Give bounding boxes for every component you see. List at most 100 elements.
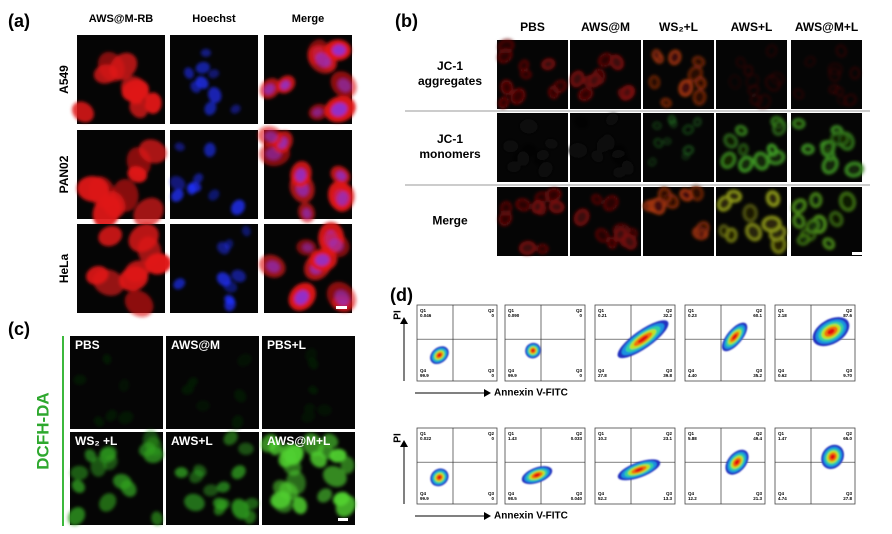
quadrant-value: 1.43 xyxy=(508,436,517,441)
quadrant-name: Q4 xyxy=(420,368,427,373)
cell-ring xyxy=(682,145,694,155)
cell-ring xyxy=(548,85,560,99)
micrograph xyxy=(260,432,356,525)
micrograph xyxy=(643,113,714,182)
cell-ring xyxy=(793,88,805,100)
nucleus xyxy=(195,61,210,74)
micrograph xyxy=(259,221,357,313)
cell xyxy=(302,433,324,457)
plot-frame xyxy=(416,427,498,505)
cell xyxy=(340,456,355,474)
micrograph xyxy=(497,38,568,109)
cell-ring xyxy=(791,198,807,214)
cell-ring xyxy=(651,49,662,61)
panel-label: (b) xyxy=(395,11,418,31)
cell-ring xyxy=(849,66,861,80)
cell xyxy=(213,497,228,510)
quadrant-value: 65.0 xyxy=(843,436,852,441)
nucleus xyxy=(208,69,220,79)
cell-ring xyxy=(833,86,845,96)
nucleus xyxy=(184,67,194,79)
quadrant-name: Q2 xyxy=(576,431,583,436)
quadrant-name: Q4 xyxy=(778,368,785,373)
density-blob xyxy=(617,459,661,481)
cell xyxy=(292,496,308,515)
cell xyxy=(133,197,164,228)
plot-frame xyxy=(416,304,498,382)
cell-ring xyxy=(692,89,707,105)
cell-ring xyxy=(827,62,843,76)
cell xyxy=(105,409,117,422)
cell-ring xyxy=(531,200,544,214)
panel-label: (d) xyxy=(390,285,413,305)
quadrant-value: 0.046 xyxy=(420,313,432,318)
quadrant-name: Q4 xyxy=(508,368,515,373)
quadrant-name: Q4 xyxy=(688,491,695,496)
quadrant-name: Q4 xyxy=(598,368,605,373)
nucleus xyxy=(337,78,351,92)
x-axis-label: Annexin V-FITC xyxy=(494,388,568,399)
cell xyxy=(613,167,627,178)
density-level xyxy=(827,328,835,335)
cell xyxy=(144,92,162,114)
cell-ring xyxy=(541,58,556,70)
micrograph xyxy=(166,336,259,429)
cell-ring xyxy=(726,189,742,203)
cell-ring xyxy=(718,224,730,238)
cell xyxy=(238,442,254,456)
cell-ring xyxy=(738,143,749,156)
micrograph xyxy=(70,336,163,429)
quadrant-name: Q2 xyxy=(846,431,853,436)
quadrant-name: Q4 xyxy=(598,491,605,496)
image-label: AWS+L xyxy=(171,434,213,448)
arrow-head xyxy=(400,440,408,447)
cell-ring xyxy=(653,138,664,148)
cell-ring xyxy=(668,50,682,65)
cell xyxy=(120,480,137,497)
cell-ring xyxy=(678,79,693,97)
quadrant-value: 60.1 xyxy=(753,313,762,318)
column-header: Hoechst xyxy=(192,13,236,25)
density-blob xyxy=(812,317,850,347)
cell xyxy=(193,464,207,477)
cell xyxy=(196,400,210,412)
cell xyxy=(568,142,588,158)
quadrant-value: 1.47 xyxy=(778,436,787,441)
quadrant-name: Q3 xyxy=(576,491,583,496)
image-label: WS₂ +L xyxy=(75,434,117,448)
quadrant-name: Q1 xyxy=(598,431,605,436)
cell xyxy=(301,410,316,423)
quadrant-value: 99.9 xyxy=(420,496,429,501)
cell xyxy=(521,143,538,158)
cell-ring xyxy=(805,218,820,234)
quadrant-value: 0 xyxy=(491,313,494,318)
cell xyxy=(70,465,89,481)
density-blob xyxy=(430,468,449,487)
micrograph xyxy=(170,224,258,313)
nucleus xyxy=(241,225,251,237)
density-blob xyxy=(525,342,541,359)
nucleus xyxy=(173,278,186,290)
cell xyxy=(244,497,259,510)
nucleus xyxy=(174,142,185,152)
cell xyxy=(137,236,162,266)
cell-ring xyxy=(609,54,624,70)
micrograph xyxy=(568,113,641,182)
micrograph xyxy=(791,113,865,182)
cell xyxy=(203,484,219,497)
cells xyxy=(67,429,164,526)
cell-ring xyxy=(770,71,785,86)
cells xyxy=(720,116,787,173)
cells xyxy=(728,44,785,110)
quadrant-value: 9.70 xyxy=(843,373,852,378)
cell xyxy=(92,195,121,229)
cells xyxy=(497,38,568,109)
cell xyxy=(181,384,194,395)
arrow-head xyxy=(484,389,491,397)
micrograph xyxy=(642,184,714,256)
column-header: PBS xyxy=(520,20,545,34)
cells xyxy=(716,189,787,255)
